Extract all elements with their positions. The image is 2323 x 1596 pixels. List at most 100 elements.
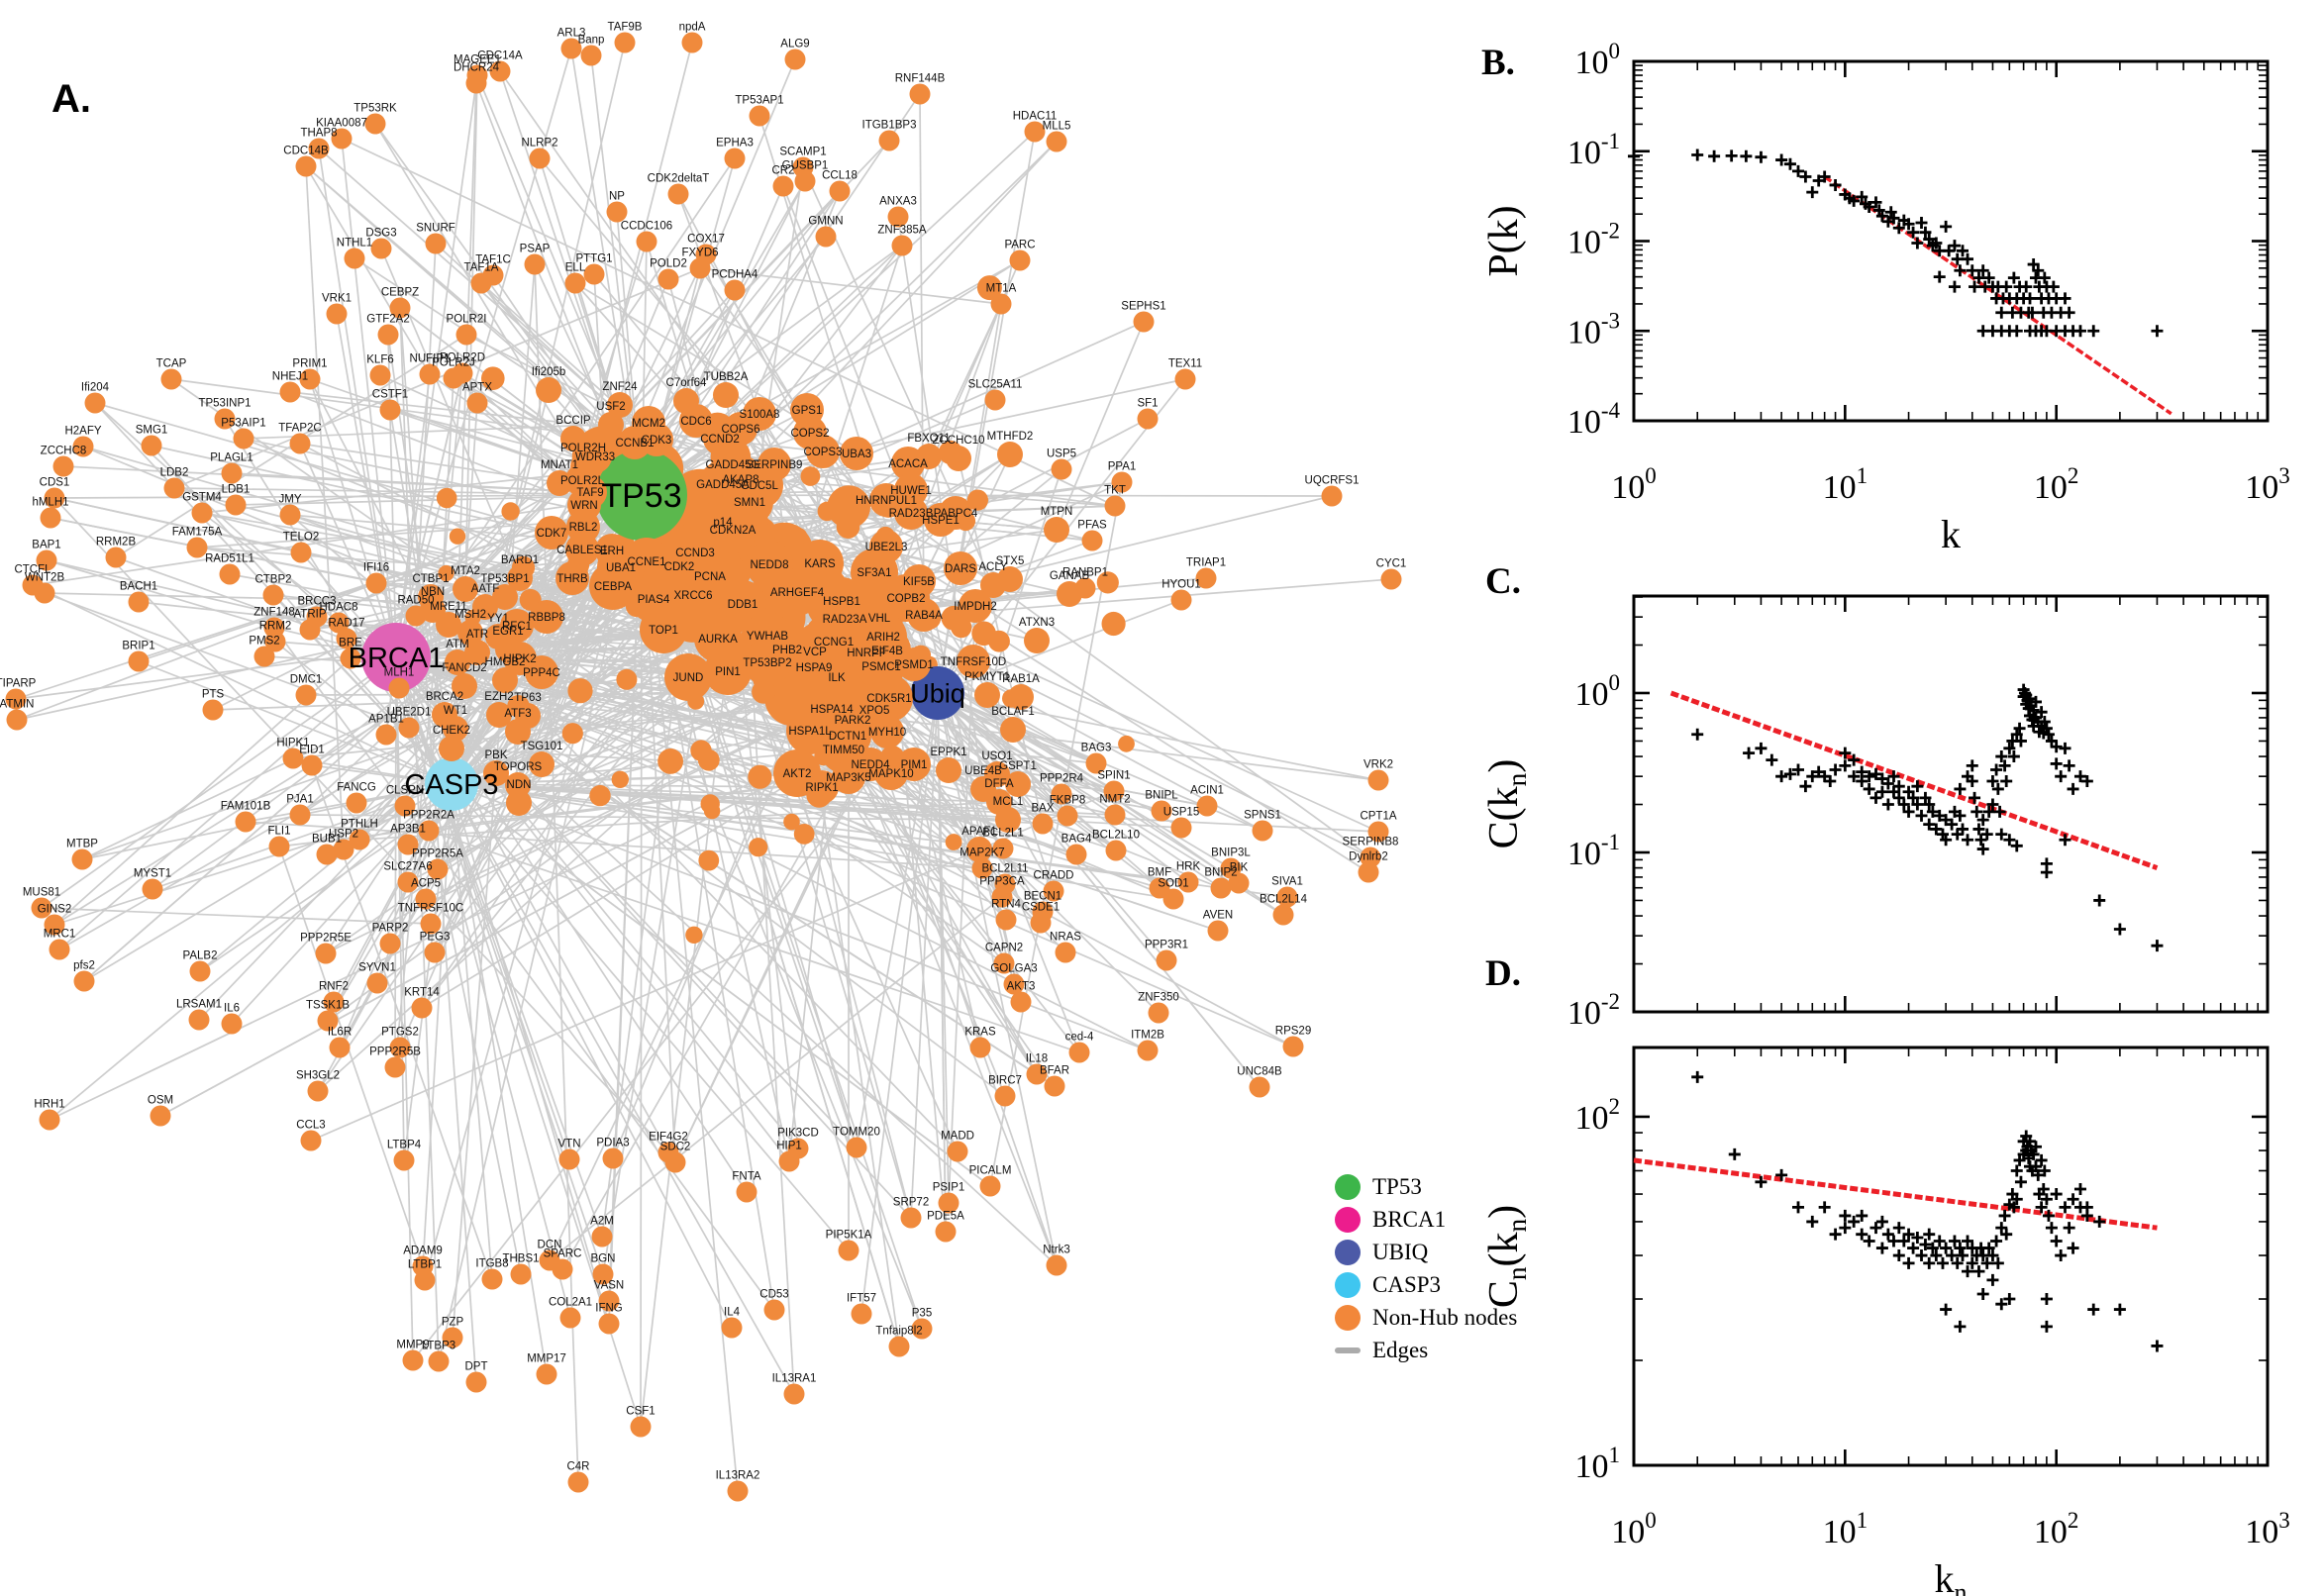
svg-text:AKT2: AKT2 (783, 768, 812, 780)
svg-text:AATF: AATF (471, 583, 500, 595)
svg-text:PPP2R5E: PPP2R5E (300, 933, 352, 945)
svg-text:CDKN2A: CDKN2A (710, 525, 757, 537)
svg-text:ced-4: ced-4 (1065, 1032, 1094, 1044)
svg-text:PFAS: PFAS (1077, 520, 1107, 532)
svg-text:IL6: IL6 (224, 1003, 240, 1015)
svg-text:RAD51L1: RAD51L1 (205, 553, 254, 565)
svg-text:OSM: OSM (148, 1095, 173, 1107)
svg-text:10-1: 10-1 (1567, 830, 1620, 872)
svg-text:COL2A1: COL2A1 (549, 1297, 592, 1309)
svg-text:GTF2A2: GTF2A2 (366, 314, 409, 326)
svg-text:hMLH1: hMLH1 (32, 497, 68, 509)
svg-text:BRCA2: BRCA2 (426, 691, 463, 703)
svg-text:IFI16: IFI16 (363, 562, 389, 574)
svg-text:CYC1: CYC1 (1376, 558, 1407, 570)
svg-text:WT1: WT1 (444, 705, 467, 717)
svg-text:DMC1: DMC1 (290, 674, 323, 686)
svg-text:Dynlrb2: Dynlrb2 (1349, 851, 1388, 863)
svg-text:HSPB1: HSPB1 (823, 596, 860, 608)
svg-text:SMG1: SMG1 (136, 425, 168, 437)
svg-text:NUFIP1: NUFIP1 (410, 353, 451, 365)
svg-text:HNRNPUL1: HNRNPUL1 (856, 495, 917, 507)
svg-text:A2M: A2M (590, 1216, 614, 1228)
svg-text:CDK5R1: CDK5R1 (866, 693, 911, 705)
svg-text:TELO2: TELO2 (283, 532, 319, 544)
svg-text:101: 101 (1823, 463, 1868, 506)
svg-text:NEDD4: NEDD4 (852, 759, 891, 771)
svg-text:MTHFD2: MTHFD2 (987, 431, 1034, 443)
svg-text:GSPT1: GSPT1 (999, 760, 1037, 772)
svg-text:PARP2: PARP2 (372, 923, 409, 935)
svg-text:PABPC4: PABPC4 (934, 508, 978, 520)
svg-text:PPP3CA: PPP3CA (979, 876, 1025, 888)
svg-text:PDIA3: PDIA3 (596, 1138, 629, 1149)
svg-text:CLSPN: CLSPN (386, 785, 424, 797)
svg-text:LTBP3: LTBP3 (422, 1341, 455, 1352)
svg-text:CCDC106: CCDC106 (621, 221, 672, 233)
svg-text:RFC1: RFC1 (502, 621, 532, 633)
svg-text:P(k): P(k) (1481, 205, 1527, 276)
svg-text:102: 102 (2034, 463, 2079, 506)
svg-text:CTCFL: CTCFL (14, 564, 51, 576)
svg-text:PSMD1: PSMD1 (894, 659, 934, 671)
svg-text:ITGB1BP3: ITGB1BP3 (862, 120, 917, 132)
svg-text:SIVA1: SIVA1 (1271, 876, 1303, 888)
svg-text:CSDE1: CSDE1 (1022, 902, 1060, 914)
svg-text:PPA1: PPA1 (1108, 461, 1137, 473)
svg-text:MCL1: MCL1 (993, 796, 1024, 808)
svg-text:BNIP2: BNIP2 (1204, 867, 1237, 879)
network-legend: TP53 BRCA1 UBIQ CASP3 Non-Hub nodes Edges (1335, 1170, 1517, 1366)
svg-text:LDB1: LDB1 (222, 484, 251, 496)
svg-text:USP2: USP2 (329, 829, 358, 841)
svg-text:UNC84B: UNC84B (1237, 1066, 1282, 1078)
svg-text:SRP72: SRP72 (893, 1197, 929, 1209)
svg-text:PPP4C: PPP4C (523, 667, 560, 679)
svg-text:AKAP8: AKAP8 (722, 474, 758, 486)
svg-text:CDC5L: CDC5L (741, 480, 778, 492)
svg-text:102: 102 (1575, 1094, 1621, 1137)
node-swatch-icon (1335, 1304, 1361, 1331)
svg-text:CEBPA: CEBPA (594, 581, 632, 593)
svg-text:APAF1: APAF1 (961, 826, 997, 838)
svg-text:BECN1: BECN1 (1024, 891, 1061, 903)
svg-text:Ifi204: Ifi204 (81, 382, 110, 394)
chart-D: 100 101 102 103 101 102 kn​ Cn​(kn​) (1481, 1046, 2290, 1596)
svg-text:AP3B1: AP3B1 (390, 824, 426, 836)
legend-label: Edges (1372, 1337, 1429, 1362)
svg-text:EIF4B: EIF4B (871, 646, 903, 657)
svg-text:TSSK1B: TSSK1B (306, 1000, 350, 1012)
svg-text:EID1: EID1 (299, 745, 325, 756)
svg-text:RAD23A: RAD23A (823, 614, 867, 626)
svg-text:Ifi205b: Ifi205b (532, 366, 566, 378)
svg-text:TP53INP1: TP53INP1 (198, 398, 251, 410)
svg-text:VTN: VTN (558, 1139, 581, 1150)
svg-text:BAG3: BAG3 (1081, 743, 1112, 754)
svg-text:PIAS4: PIAS4 (638, 594, 670, 606)
svg-text:101: 101 (1823, 1508, 1868, 1550)
svg-text:VASN: VASN (594, 1280, 624, 1292)
svg-text:HSPA1L: HSPA1L (788, 726, 832, 738)
svg-text:NLRP2: NLRP2 (521, 138, 557, 150)
svg-text:PPP2R2A: PPP2R2A (403, 810, 454, 822)
node-swatch-icon (1335, 1239, 1361, 1265)
svg-text:IL18: IL18 (1026, 1053, 1048, 1065)
svg-text:TCAP: TCAP (156, 358, 187, 370)
svg-text:KRT14: KRT14 (404, 987, 440, 999)
legend-label: BRCA1 (1372, 1206, 1447, 1232)
svg-text:FLI1: FLI1 (267, 826, 290, 838)
svg-text:VHL: VHL (868, 613, 891, 625)
svg-text:MMP17: MMP17 (527, 1353, 566, 1365)
svg-text:ZNF385A: ZNF385A (877, 225, 927, 237)
svg-text:LRSAM1: LRSAM1 (176, 999, 222, 1011)
svg-text:HRK: HRK (1176, 861, 1201, 873)
svg-text:TAF1C: TAF1C (475, 254, 511, 266)
svg-text:P53AIP1: P53AIP1 (221, 418, 265, 430)
svg-text:CDC6: CDC6 (680, 416, 711, 428)
svg-text:HIPK1: HIPK1 (276, 738, 309, 749)
svg-text:SEPHS1: SEPHS1 (1121, 301, 1165, 313)
svg-text:DSG3: DSG3 (365, 228, 396, 240)
svg-text:USP5: USP5 (1047, 449, 1076, 460)
svg-text:POLR2D: POLR2D (440, 352, 485, 364)
svg-text:Ntrk3: Ntrk3 (1043, 1245, 1069, 1256)
svg-text:HNRPF: HNRPF (847, 648, 886, 659)
